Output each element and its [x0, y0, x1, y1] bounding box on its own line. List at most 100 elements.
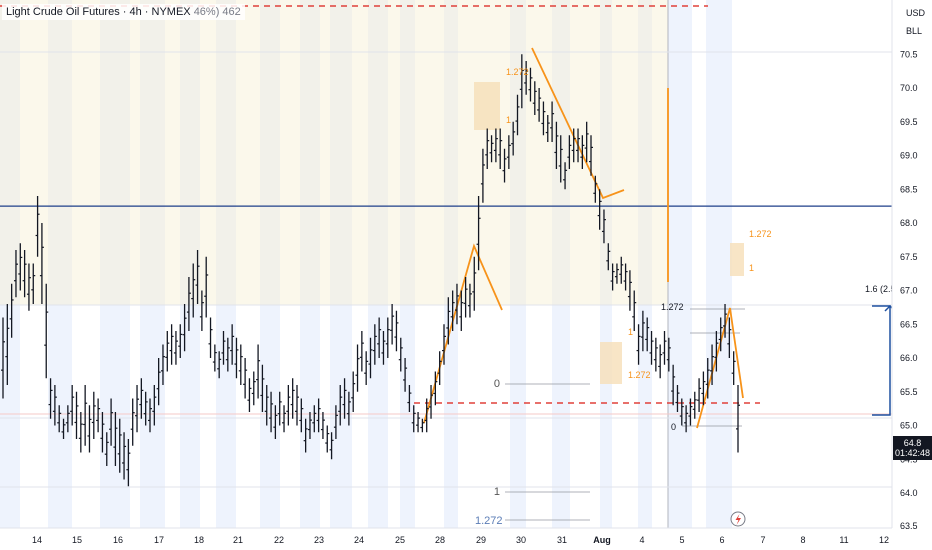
ohlc-bar: [251, 371, 256, 406]
ohlc-bar: [18, 243, 23, 291]
ohlc-bar: [57, 405, 62, 433]
ohlc-bar: [636, 324, 641, 365]
unit-label: BLL: [906, 26, 922, 36]
ohlc-bar: [407, 385, 412, 412]
ohlc-bar: [390, 304, 395, 345]
ohlc-bar: [61, 418, 66, 439]
ohlc-bar: [619, 256, 624, 284]
ohlc-bar: [148, 398, 152, 433]
ohlc-bar: [537, 88, 542, 122]
time-tick-label: 30: [516, 535, 526, 545]
ohlc-bar: [658, 344, 663, 379]
ohlc-bar: [597, 189, 602, 230]
ohlc-bar: [649, 331, 654, 365]
price-axis[interactable]: USD BLL 70.5 70.0 69.5 69.0 68.5 68.0 67.5 67.0 66…: [891, 0, 932, 550]
lightning-glyph: [735, 514, 741, 525]
ohlc-bar: [282, 405, 287, 433]
ohlc-bar: [692, 391, 697, 419]
fib-labels: 1.272 1 1.272 1 1.272 1 1.272 0 1 1.272 0 1.6 (2.5: [475, 67, 896, 527]
session-band: [48, 0, 72, 528]
session-band: [300, 0, 320, 528]
ohlc-bar: [718, 317, 723, 352]
time-tick-label: 11: [839, 535, 848, 545]
fib-label: 1: [494, 486, 500, 498]
fib-label: 1: [749, 263, 754, 273]
ohlc-bar: [541, 101, 546, 136]
ohlc-bar: [91, 391, 96, 439]
ohlc-bar: [424, 398, 429, 433]
ohlc-bar: [307, 412, 312, 439]
currency-label: USD: [906, 8, 926, 18]
ohlc-bar: [403, 358, 408, 392]
ohlc-bar: [489, 135, 494, 163]
ohlc-bar: [346, 391, 351, 426]
time-tick-label: Aug: [593, 535, 611, 545]
price-tick-label: 67.0: [900, 286, 918, 296]
ohlc-bar: [35, 196, 40, 257]
lightning-icon[interactable]: [730, 511, 746, 527]
ohlc-bar: [653, 337, 658, 372]
session-band: [706, 0, 732, 528]
ohlc-bar: [173, 331, 178, 365]
ohlc-bar: [584, 121, 589, 163]
time-tick-label: 8: [800, 535, 805, 545]
ohlc-bar: [381, 331, 386, 365]
fib-label: 0: [671, 422, 676, 432]
ohlc-bar: [221, 331, 226, 365]
time-tick-label: 29: [476, 535, 486, 545]
ohlc-bar: [472, 256, 477, 311]
fib-label: 1.272: [749, 229, 772, 239]
price-tick-label: 69.5: [900, 117, 918, 127]
time-tick-label: 25: [395, 535, 405, 545]
time-tick-label: 17: [154, 535, 164, 545]
symbol-legend[interactable]: Light Crude Oil Futures · 4h · NYMEX 46%…: [2, 4, 245, 20]
ohlc-bar: [113, 412, 118, 466]
ohlc-bar: [195, 250, 200, 304]
ohlc-bar: [459, 290, 464, 331]
price-tick-label: 66.0: [900, 353, 918, 363]
ohlc-bar: [126, 439, 131, 487]
ohlc-bar: [554, 121, 559, 169]
price-tick-label: 68.5: [900, 184, 918, 194]
ohlc-bar: [467, 283, 472, 318]
ohlc-bar: [243, 358, 248, 399]
ohlc-bar: [199, 290, 204, 331]
ohlc-bar: [9, 283, 14, 338]
ohlc-bar: [143, 391, 148, 426]
price-tick-label: 70.0: [900, 83, 918, 93]
ohlc-bar: [109, 398, 114, 446]
ohlc-bar: [169, 324, 174, 365]
measure-bracket-line: [872, 305, 891, 416]
ohlc-bar: [273, 405, 278, 439]
ohlc-bar: [420, 418, 425, 433]
session-background-bands: [0, 0, 732, 528]
ohlc-bar: [498, 128, 503, 169]
ohlc-bar: [338, 385, 343, 426]
ohlc-bar: [139, 378, 144, 419]
fib-label: 1.272: [628, 370, 651, 380]
ohlc-bar: [632, 290, 637, 331]
fib-label: 1: [506, 115, 511, 125]
ohlc-bar: [614, 263, 619, 284]
ohlc-bar: [416, 412, 421, 433]
ohlc-bar: [52, 385, 57, 426]
session-band: [0, 0, 20, 528]
ohlc-bar: [511, 121, 516, 156]
fib-label: 0: [494, 378, 500, 390]
ohlc-bar: [601, 209, 606, 244]
time-axis[interactable]: 14 15 16 17 18 21 22 23 24 25 28 29 30 31 Aug 4 5 6 7 8 11 12: [0, 527, 892, 545]
session-band: [330, 0, 352, 528]
symbol-title: Light Crude Oil Futures · 4h · NYMEX: [6, 6, 191, 18]
price-tick-label: 68.0: [900, 218, 918, 228]
ohlc-bar: [320, 412, 325, 439]
time-tick-label: 28: [435, 535, 445, 545]
ohlc-bar: [701, 371, 706, 406]
price-tick-label: 65.0: [900, 421, 918, 431]
ohlc-bar: [31, 263, 36, 304]
ohlc-bar: [398, 337, 403, 372]
fib-box: [730, 243, 744, 276]
ohlc-bar: [269, 391, 274, 433]
ohlc-bar: [22, 250, 27, 298]
ohlc-bar: [502, 148, 507, 183]
